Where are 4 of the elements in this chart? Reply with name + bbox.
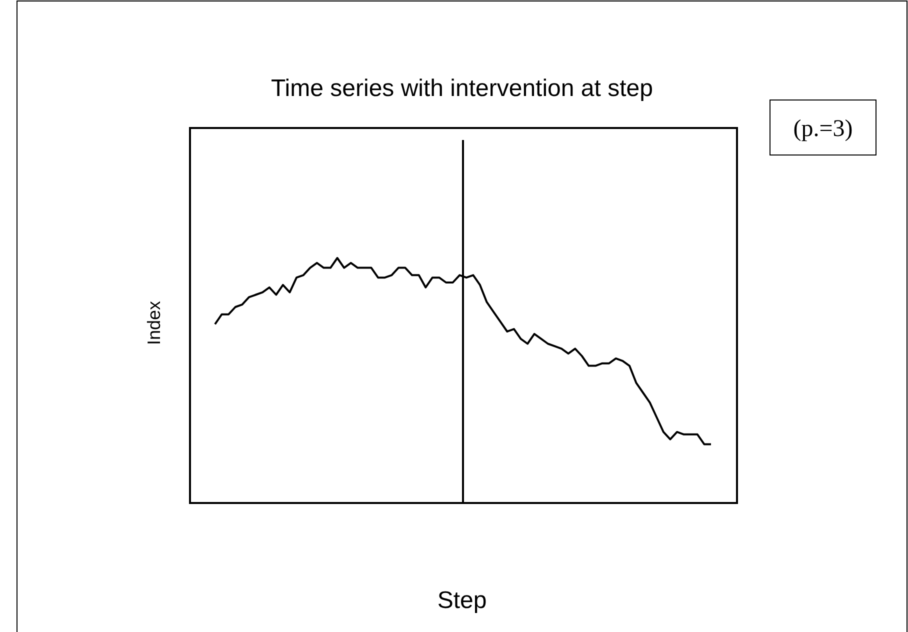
x-axis-title: Step <box>437 587 487 614</box>
text: (p.=3) <box>793 116 853 142</box>
chart-title: Time series with intervention at step <box>271 75 653 102</box>
y-axis-title: Index <box>144 300 164 346</box>
